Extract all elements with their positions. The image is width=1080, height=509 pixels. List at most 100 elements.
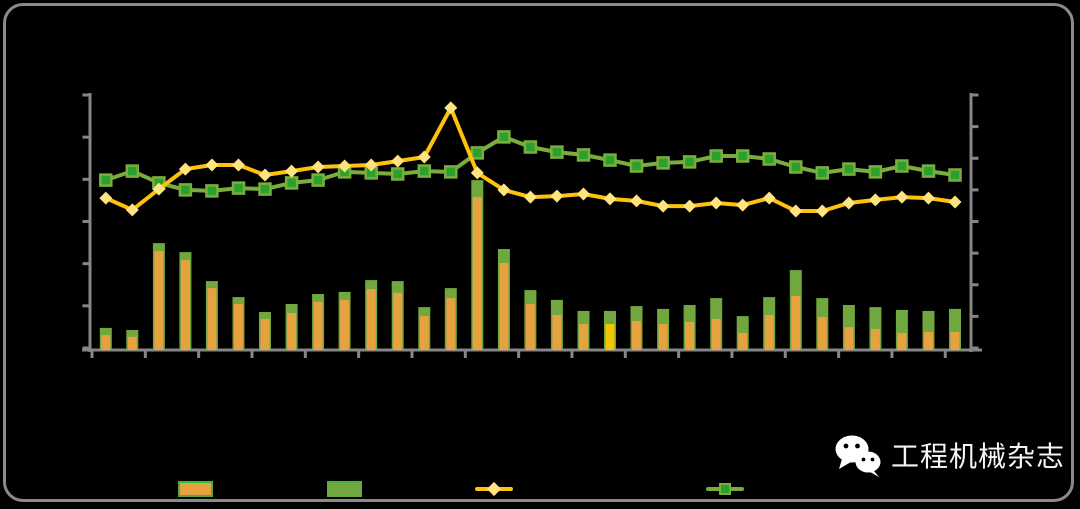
- legend-green-line-marker: [706, 482, 744, 496]
- bar-inner: [180, 260, 190, 350]
- watermark: 工程机械杂志: [833, 432, 1065, 478]
- bar-inner: [738, 333, 748, 350]
- diamond-marker-icon: [470, 166, 484, 180]
- bar-inner: [313, 301, 323, 350]
- bar-inner: [101, 335, 111, 350]
- diamond-marker-icon: [99, 191, 113, 205]
- square-marker-icon: [629, 159, 644, 173]
- diamond-marker-icon: [789, 204, 803, 218]
- square-marker-icon: [550, 145, 564, 159]
- square-marker-icon: [868, 165, 883, 179]
- diamond-marker-icon: [417, 150, 431, 164]
- diamond-marker-icon: [391, 154, 405, 168]
- diamond-marker-icon: [444, 101, 458, 115]
- bar-inner: [234, 304, 243, 350]
- diamond-marker-icon: [311, 160, 325, 174]
- legend-orange-bar-swatch: [178, 481, 213, 497]
- bar-inner: [605, 324, 615, 350]
- square-marker-icon: [709, 149, 723, 163]
- diamond-marker-icon: [603, 192, 617, 206]
- square-marker-icon: [815, 166, 830, 180]
- diamond-marker-icon: [948, 195, 962, 209]
- diamond-marker-icon: [523, 190, 537, 204]
- diamond-marker-icon: [577, 187, 590, 201]
- bar-inner: [897, 333, 907, 350]
- bar-inner: [950, 332, 960, 350]
- diamond-marker-icon: [762, 191, 776, 205]
- bar-inner: [844, 327, 854, 350]
- bar-inner: [658, 324, 668, 350]
- legend-yellow-line-marker: [475, 481, 513, 497]
- bar-inner: [552, 315, 562, 350]
- diamond-marker-icon: [205, 158, 219, 172]
- bar-inner: [287, 313, 297, 350]
- bar-inner: [340, 299, 350, 350]
- diamond-marker-icon: [922, 191, 935, 205]
- square-marker-icon: [789, 160, 803, 174]
- bar-inner: [791, 296, 801, 350]
- square-marker-icon: [417, 164, 432, 178]
- bar-inner: [711, 318, 721, 350]
- square-marker-icon: [719, 483, 731, 495]
- diamond-marker-icon: [630, 194, 643, 208]
- legend-green-bar-swatch: [327, 481, 362, 497]
- diamond-marker-icon: [125, 203, 139, 217]
- square-marker-icon: [178, 183, 193, 197]
- square-marker-icon: [603, 153, 617, 167]
- square-marker-icon: [656, 156, 670, 170]
- bar-inner: [579, 324, 588, 350]
- diamond-marker-icon: [258, 168, 272, 182]
- bar-inner: [446, 298, 456, 350]
- square-marker-icon: [125, 164, 140, 178]
- square-marker-icon: [497, 130, 511, 144]
- square-marker-icon: [231, 181, 246, 195]
- diamond-marker-icon: [815, 204, 829, 218]
- bar-inner: [764, 315, 774, 350]
- square-marker-icon: [895, 159, 909, 173]
- bar-inner: [870, 328, 880, 350]
- bar-inner: [366, 289, 376, 350]
- square-marker-icon: [99, 173, 113, 187]
- square-marker-icon: [762, 152, 776, 166]
- diamond-marker-icon: [178, 162, 192, 176]
- bar-inner: [525, 304, 535, 350]
- square-marker-icon: [576, 148, 591, 162]
- bar-inner: [685, 322, 695, 350]
- square-marker-icon: [470, 146, 485, 160]
- square-marker-icon: [284, 176, 299, 190]
- square-marker-icon: [311, 173, 325, 187]
- diamond-marker-icon: [895, 190, 909, 204]
- bar-inner: [393, 292, 403, 350]
- diamond-marker-icon: [232, 158, 245, 172]
- square-marker-icon: [682, 155, 697, 169]
- diamond-marker-icon: [656, 199, 670, 213]
- bar-inner: [924, 332, 933, 350]
- bar-inner: [499, 262, 509, 350]
- square-marker-icon: [523, 140, 538, 154]
- bar-inner: [419, 316, 429, 350]
- diamond-marker-icon: [868, 193, 882, 207]
- square-marker-icon: [444, 165, 458, 179]
- bar-inner: [260, 318, 270, 350]
- bar-inner: [632, 321, 641, 350]
- diamond-marker-icon: [338, 159, 352, 173]
- square-marker-icon: [921, 164, 936, 178]
- bar-inner: [472, 197, 482, 350]
- bar-inner: [127, 336, 137, 350]
- bar-inner: [817, 317, 827, 350]
- diamond-marker-icon: [736, 198, 750, 212]
- diamond-marker-icon: [364, 158, 378, 172]
- square-marker-icon: [390, 167, 405, 181]
- square-marker-icon: [258, 182, 272, 196]
- square-marker-icon: [205, 184, 219, 198]
- rounded-border-frame: [3, 3, 1074, 502]
- bar-inner: [207, 288, 217, 350]
- square-marker-icon: [735, 149, 750, 163]
- diamond-marker-icon: [497, 183, 511, 197]
- diamond-marker-icon: [486, 481, 502, 497]
- bar-inner: [154, 251, 164, 350]
- diamond-marker-icon: [683, 199, 697, 213]
- square-marker-icon: [842, 162, 856, 176]
